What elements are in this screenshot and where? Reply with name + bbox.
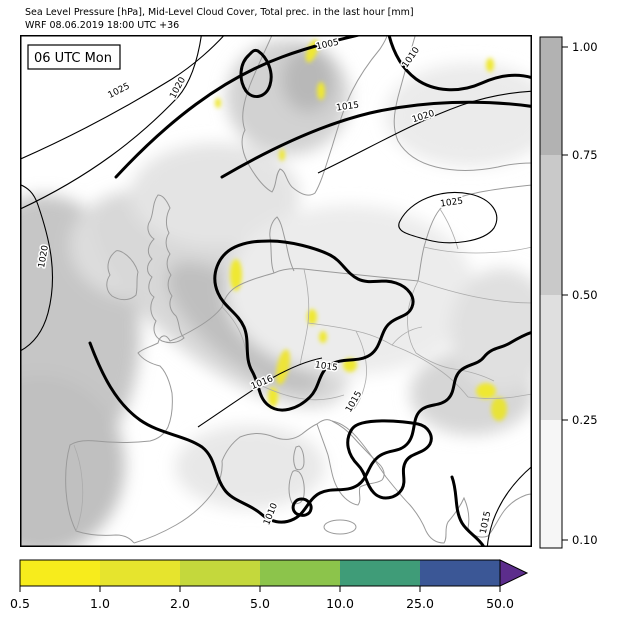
figure-subtitle: WRF 08.06.2019 18:00 UTC +36 — [25, 20, 180, 32]
cloud-tick-label: 0.50 — [572, 288, 598, 302]
isobar-label: 1020 — [37, 244, 51, 269]
cloud-colorbar-ticks — [562, 46, 568, 541]
precip-tick-label: 50.0 — [486, 596, 514, 611]
isobar-label: 1025 — [440, 196, 464, 209]
cloud-colorbar-tick-labels: 1.00 0.75 0.50 0.25 0.10 — [572, 40, 598, 547]
precip-tick-label: 1.0 — [90, 596, 110, 611]
valid-time-box: 06 UTC Mon — [27, 44, 121, 70]
precip-tick-label: 0.5 — [10, 596, 30, 611]
cloud-tick-label: 0.25 — [572, 413, 598, 427]
isobars-thin-layer — [15, 30, 537, 554]
cloud-colorbar-outline — [539, 36, 563, 549]
map-frame — [20, 35, 532, 547]
precip-colorbar-ticks — [19, 586, 501, 592]
cloud-colorbar-segments — [540, 37, 562, 548]
cloud-tick-label: 1.00 — [572, 40, 598, 54]
precip-tick-label: 2.0 — [170, 596, 190, 611]
map-area: 1025 1020 1005 1010 1015 1020 1025 1020 … — [0, 29, 555, 555]
precip-colorbar-tick-labels: 0.5 1.0 2.0 5.0 10.0 25.0 50.0 — [10, 596, 514, 611]
figure-title: Sea Level Pressure [hPa], Mid-Level Clou… — [25, 7, 414, 18]
precip-tick-label: 25.0 — [406, 596, 434, 611]
precip-segment — [100, 560, 180, 586]
cloud-colorbar: 1.00 0.75 0.50 0.25 0.10 — [538, 33, 616, 557]
precip-overflow-arrow — [499, 559, 529, 587]
precip-tick-label: 5.0 — [250, 596, 270, 611]
precipitation-layer — [215, 39, 507, 421]
isobars-bold-layer — [88, 29, 538, 549]
cloud-tick-label: 0.10 — [572, 533, 598, 547]
cloud-cover-layer — [0, 39, 555, 555]
isobar-label: 1015 — [336, 100, 360, 113]
cloud-segment — [540, 295, 562, 420]
figure-header: Sea Level Pressure [hPa], Mid-Level Clou… — [25, 6, 414, 33]
map-canvas: 1025 1020 1005 1010 1015 1020 1025 1020 … — [0, 29, 555, 555]
precip-colorbar-canvas: 0.5 1.0 2.0 5.0 10.0 25.0 50.0 — [10, 559, 529, 611]
precip-segment — [20, 560, 100, 586]
cloud-segment — [540, 155, 562, 295]
borders-layer — [73, 208, 533, 532]
valid-time-label: 06 UTC Mon — [34, 51, 112, 66]
cloud-colorbar-canvas: 1.00 0.75 0.50 0.25 0.10 — [539, 36, 598, 549]
precip-segment — [180, 560, 260, 586]
precip-segment — [340, 560, 420, 586]
precip-tick-label: 10.0 — [326, 596, 354, 611]
precip-segment — [420, 560, 500, 586]
precip-segment — [260, 560, 340, 586]
cloud-segment — [540, 420, 562, 548]
precip-colorbar: 0.5 1.0 2.0 5.0 10.0 25.0 50.0 — [0, 550, 556, 621]
isobar-label: 1015 — [314, 360, 338, 373]
cloud-segment — [540, 37, 562, 155]
cloud-tick-label: 0.75 — [572, 148, 598, 162]
coastlines-layer — [65, 32, 533, 544]
precip-colorbar-segments — [20, 559, 529, 587]
